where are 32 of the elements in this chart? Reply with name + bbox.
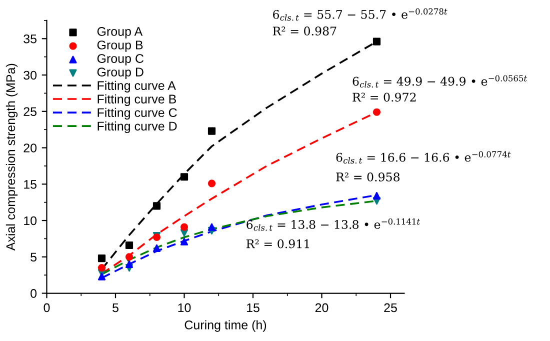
y-tick-label: 35 bbox=[24, 34, 37, 44]
annotation: R² = 0.911 bbox=[246, 239, 309, 248]
annotation: 6$_{cls.t}$ = 55.7 − 55.7 • e$^{−0.0278t}$ bbox=[273, 8, 448, 21]
y-tick-label: 20 bbox=[24, 144, 37, 152]
y-tick-label: 30 bbox=[24, 70, 37, 80]
y-tick-label: 25 bbox=[24, 107, 37, 116]
y-tick-label: 5 bbox=[30, 252, 37, 262]
legend-label: Fitting curve B bbox=[98, 94, 176, 106]
annotation: R² = 0.987 bbox=[272, 26, 336, 36]
y-tick-label: 0 bbox=[30, 289, 37, 298]
y-tick-label: 10 bbox=[24, 216, 37, 226]
annotation: 6$_{cls.t}$ = 49.9 − 49.9 • e$^{−0.0565t}$ bbox=[352, 75, 528, 88]
y-axis-title: Axial compression strength (MPa) bbox=[6, 64, 18, 251]
x-tick-label: 20 bbox=[315, 303, 328, 312]
legend-label: Group D bbox=[97, 68, 144, 79]
x-tick-label: 25 bbox=[384, 303, 397, 312]
annotation: 6$_{cls.t}$ = 13.8 − 13.8 • e$^{−0.1141t}$ bbox=[246, 218, 420, 231]
annotation: 6$_{cls.t}$ = 16.6 − 16.6 • e$^{−0.0774t}$ bbox=[336, 151, 511, 164]
legend-label: Group B bbox=[97, 40, 143, 52]
y-tick-label: 15 bbox=[24, 180, 37, 189]
x-tick-label: 15 bbox=[247, 303, 260, 312]
x-axis-title: Curing time (h) bbox=[184, 320, 266, 332]
legend-label: Group A bbox=[97, 27, 143, 38]
annotation: R² = 0.972 bbox=[352, 92, 416, 102]
x-tick-label: 10 bbox=[178, 303, 191, 312]
legend-label: Fitting curve D bbox=[98, 121, 177, 134]
legend-label: Group C bbox=[97, 54, 144, 66]
legend-label: Fitting curve A bbox=[98, 80, 176, 92]
annotation: R² = 0.958 bbox=[336, 172, 400, 182]
x-tick-label: 5 bbox=[112, 303, 118, 312]
legend-label: Fitting curve C bbox=[98, 108, 177, 120]
x-tick-label: 0 bbox=[44, 303, 50, 312]
